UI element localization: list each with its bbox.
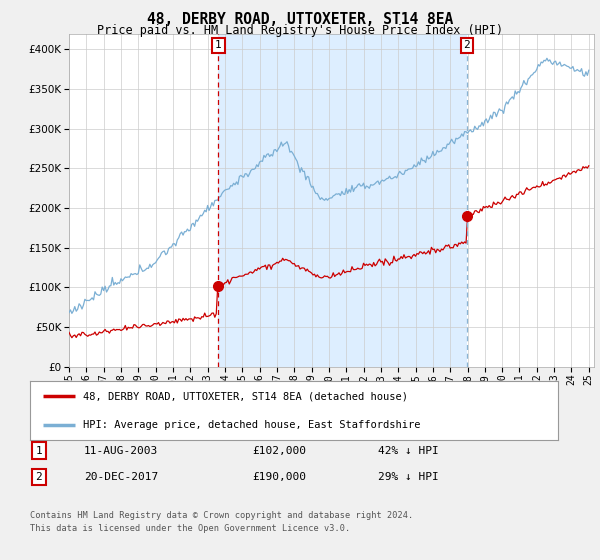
Text: 2: 2	[464, 40, 470, 50]
Text: 1: 1	[35, 446, 43, 456]
Text: 42% ↓ HPI: 42% ↓ HPI	[378, 446, 439, 456]
Text: 11-AUG-2003: 11-AUG-2003	[84, 446, 158, 456]
Text: Price paid vs. HM Land Registry's House Price Index (HPI): Price paid vs. HM Land Registry's House …	[97, 24, 503, 37]
Text: HPI: Average price, detached house, East Staffordshire: HPI: Average price, detached house, East…	[83, 421, 420, 431]
Text: 2: 2	[35, 472, 43, 482]
Text: 1: 1	[215, 40, 222, 50]
Text: 48, DERBY ROAD, UTTOXETER, ST14 8EA: 48, DERBY ROAD, UTTOXETER, ST14 8EA	[147, 12, 453, 27]
Text: £102,000: £102,000	[252, 446, 306, 456]
Bar	[218, 34, 467, 367]
Text: 20-DEC-2017: 20-DEC-2017	[84, 472, 158, 482]
Text: Contains HM Land Registry data © Crown copyright and database right 2024.: Contains HM Land Registry data © Crown c…	[30, 511, 413, 520]
Text: 29% ↓ HPI: 29% ↓ HPI	[378, 472, 439, 482]
Text: This data is licensed under the Open Government Licence v3.0.: This data is licensed under the Open Gov…	[30, 524, 350, 533]
Text: £190,000: £190,000	[252, 472, 306, 482]
Text: 48, DERBY ROAD, UTTOXETER, ST14 8EA (detached house): 48, DERBY ROAD, UTTOXETER, ST14 8EA (det…	[83, 391, 408, 401]
